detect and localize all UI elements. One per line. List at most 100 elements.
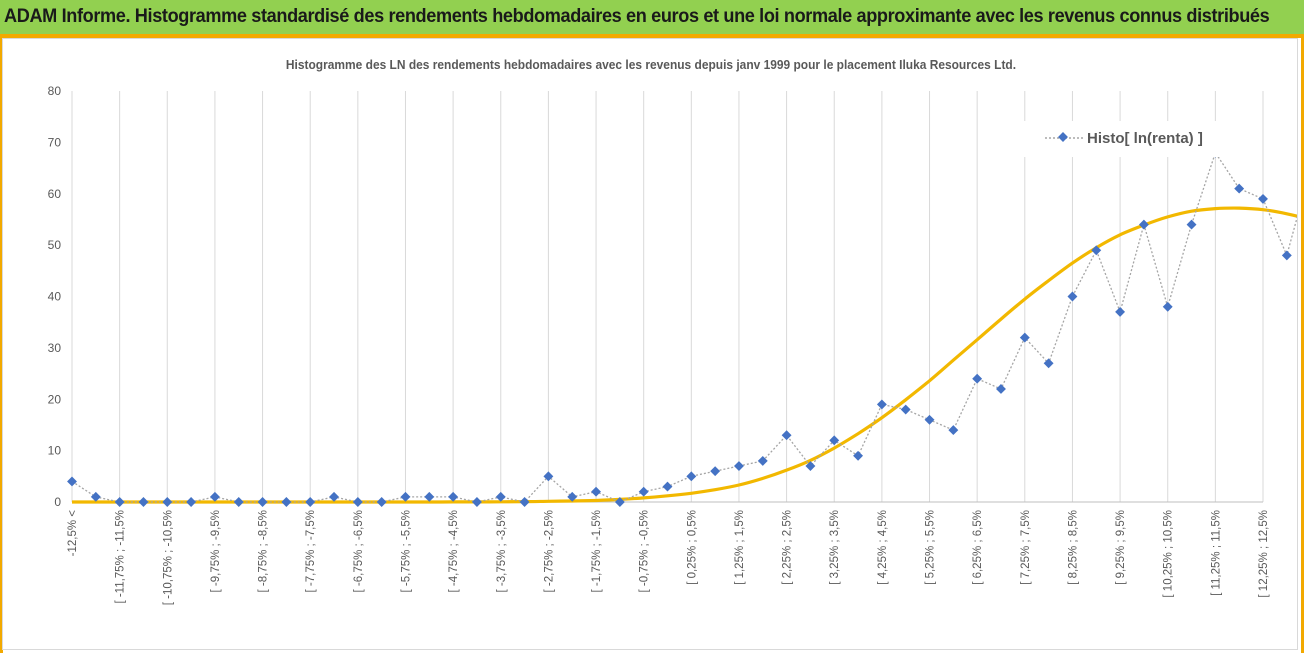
x-tick-label: [ -0,75% ; -0,5%	[639, 510, 651, 592]
y-tick-label: 30	[48, 341, 62, 355]
histogram-point	[400, 491, 411, 502]
histogram-point	[471, 497, 482, 507]
histogram-point	[1281, 250, 1292, 261]
histogram-point	[114, 497, 125, 507]
histogram-point	[186, 497, 197, 507]
histogram-point	[519, 497, 530, 507]
histogram-point	[567, 491, 578, 502]
histogram-point	[329, 491, 339, 502]
histogram-series	[67, 147, 1297, 507]
histogram-point	[352, 497, 363, 507]
histogram-point	[1258, 193, 1268, 204]
normal-curve-line	[72, 206, 1297, 504]
x-tick-label: [ -7,75% ; -7,5%	[305, 510, 317, 592]
histogram-point	[281, 497, 292, 507]
y-tick-label: 0	[54, 495, 61, 509]
x-tick-label: [ 3,25% ; 3,5%	[829, 510, 841, 585]
histogram-point	[972, 373, 983, 384]
histogram-point	[948, 425, 959, 436]
vertical-gridlines	[71, 91, 1264, 502]
histogram-point	[257, 497, 268, 507]
x-axis-tick-labels: -12,5% < [ -11,75% ; -11,5% [ -10,75% ; -1…	[67, 510, 1270, 606]
histogram-point	[1019, 332, 1030, 343]
legend-box	[1001, 121, 1243, 157]
normal-curve-series	[72, 206, 1297, 504]
histogram-point	[1115, 306, 1126, 317]
histogram-point	[686, 471, 697, 482]
x-tick-label: -12,5% <	[67, 510, 79, 557]
x-tick-label: [ -2,75% ; -2,5%	[543, 510, 555, 592]
legend: Histo[ ln(renta) ]	[1001, 121, 1243, 157]
legend-marker-swatch	[1058, 132, 1068, 142]
histogram-point	[757, 455, 768, 466]
histogram-point	[138, 497, 149, 507]
x-tick-label: [ 8,25% ; 8,5%	[1067, 510, 1079, 585]
report-banner: ADAM Informe. Histogramme standardisé de…	[0, 0, 1304, 38]
x-tick-label: [ 12,25% ; 12,5%	[1258, 510, 1270, 598]
y-tick-label: 40	[48, 290, 62, 304]
x-tick-label: [ -1,75% ; -1,5%	[591, 510, 603, 592]
x-tick-label: [ 2,25% ; 2,5%	[782, 510, 794, 585]
y-tick-label: 10	[48, 444, 62, 458]
x-tick-label: [ -9,75% ; -9,5%	[210, 510, 222, 592]
report-title: ADAM Informe. Histogramme standardisé de…	[4, 5, 1270, 27]
histogram-point	[781, 430, 792, 441]
x-tick-label: [ -8,75% ; -8,5%	[258, 510, 270, 592]
histogram-point	[305, 497, 316, 507]
histogram-point	[1138, 219, 1149, 230]
x-tick-label: [ 1,25% ; 1,5%	[734, 510, 746, 585]
histogram-point	[996, 384, 1006, 394]
histogram-point	[805, 461, 816, 471]
histogram-point	[710, 466, 721, 477]
x-tick-label: [ 5,25% ; 5,5%	[925, 510, 937, 585]
histogram-point	[900, 404, 911, 415]
x-tick-label: [ -11,75% ; -11,5%	[115, 510, 127, 604]
y-tick-label: 20	[48, 392, 62, 406]
histogram-point	[209, 491, 220, 502]
histogram-point	[924, 414, 935, 425]
histogram-point	[1162, 301, 1173, 312]
x-tick-label: [ 7,25% ; 7,5%	[1020, 510, 1032, 585]
histogram-line	[71, 151, 1297, 503]
legend-label: Histo[ ln(renta) ]	[1087, 130, 1203, 147]
histogram-point	[876, 399, 887, 410]
x-tick-label: [ 10,25% ; 10,5%	[1163, 510, 1175, 598]
histogram-point	[1067, 291, 1078, 302]
histogram-point	[233, 497, 244, 507]
histogram-point	[543, 471, 554, 482]
histogram-point	[662, 481, 673, 492]
histogram-point	[90, 491, 101, 502]
x-tick-label: [ -5,75% ; -5,5%	[400, 510, 412, 592]
y-tick-label: 80	[48, 84, 62, 98]
x-tick-label: [ -4,75% ; -4,5%	[448, 510, 460, 592]
x-tick-label: [ 11,25% ; 11,5%	[1210, 510, 1222, 596]
histogram-point	[614, 497, 625, 507]
x-tick-label: [ -6,75% ; -6,5%	[353, 510, 365, 592]
histogram-point	[591, 486, 601, 497]
histogram-point	[376, 497, 387, 507]
y-tick-label: 70	[48, 135, 62, 149]
y-axis-tick-labels: 0 10 20 30 40 50 60 70 80	[48, 84, 62, 509]
x-tick-label: [ -10,75% ; -10,5%	[162, 510, 174, 605]
chart-area: Histogramme des LN des rendements hebdom…	[2, 38, 1298, 650]
histogram-point	[829, 435, 840, 446]
x-tick-label: [ 4,25% ; 4,5%	[877, 510, 889, 585]
histogram-point	[67, 476, 77, 487]
y-tick-label: 50	[48, 238, 62, 252]
histogram-point	[853, 450, 864, 461]
histogram-point	[734, 461, 744, 471]
histogram-point	[495, 491, 506, 502]
histogram-point	[1043, 358, 1054, 369]
histogram-point	[1186, 219, 1197, 230]
right-accent-border	[1301, 38, 1304, 653]
left-accent-border	[0, 38, 3, 653]
x-tick-label: [ 0,25% ; 0,5%	[686, 510, 698, 585]
x-tick-label: [ -3,75% ; -3,5%	[496, 510, 508, 592]
x-tick-label: [ 9,25% ; 9,5%	[1115, 510, 1127, 585]
chart-title: Histogramme des LN des rendements hebdom…	[286, 58, 1016, 73]
histogram-point	[424, 491, 435, 502]
y-tick-label: 60	[48, 187, 62, 201]
histogram-point	[1234, 183, 1245, 194]
histogram-point	[638, 486, 649, 497]
x-tick-label: [ 6,25% ; 6,5%	[972, 510, 984, 585]
